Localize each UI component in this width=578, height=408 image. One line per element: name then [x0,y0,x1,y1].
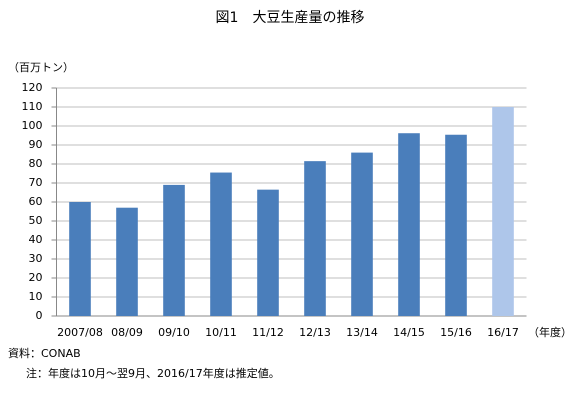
chart-title: 図1 大豆生産量の推移 [216,10,365,26]
y-tick-label: 70 [29,176,43,189]
bar [210,172,232,316]
y-tick-label: 110 [22,100,43,113]
y-tick-label: 0 [36,309,43,322]
y-tick-label: 10 [29,290,43,303]
bar [69,202,91,316]
y-tick-label: 90 [29,138,43,151]
y-tick-label: 30 [29,252,43,265]
note: 注：年度は10月～翌9月、2016/17年度は推定値。 [26,366,280,380]
bar [351,152,373,316]
y-tick-label: 80 [29,157,43,170]
x-tick-label: 13/14 [346,326,378,339]
bar [304,161,326,316]
bar [257,189,279,316]
y-axis-label: （百万トン） [8,61,74,74]
bar [492,107,514,316]
y-tick-label: 20 [29,271,43,284]
x-tick-label: 2007/08 [57,326,103,339]
bar [398,133,420,316]
y-tick-label: 50 [29,214,43,227]
x-tick-label: 10/11 [205,326,237,339]
x-tick-label: 09/10 [158,326,190,339]
bar [163,184,185,316]
x-tick-label: 16/17 [487,326,519,339]
x-tick-label: 15/16 [440,326,472,339]
bar [445,134,467,316]
bar [116,207,138,316]
x-axis-label: （年度） [528,325,572,339]
y-tick-label: 100 [22,119,43,132]
x-tick-label: 14/15 [393,326,425,339]
x-tick-label: 12/13 [299,326,331,339]
y-tick-label: 40 [29,233,43,246]
y-tick-label: 120 [22,81,43,94]
x-tick-label: 08/09 [111,326,143,339]
source: 資料：CONAB [8,346,81,360]
y-tick-label: 60 [29,195,43,208]
x-tick-label: 11/12 [252,326,284,339]
